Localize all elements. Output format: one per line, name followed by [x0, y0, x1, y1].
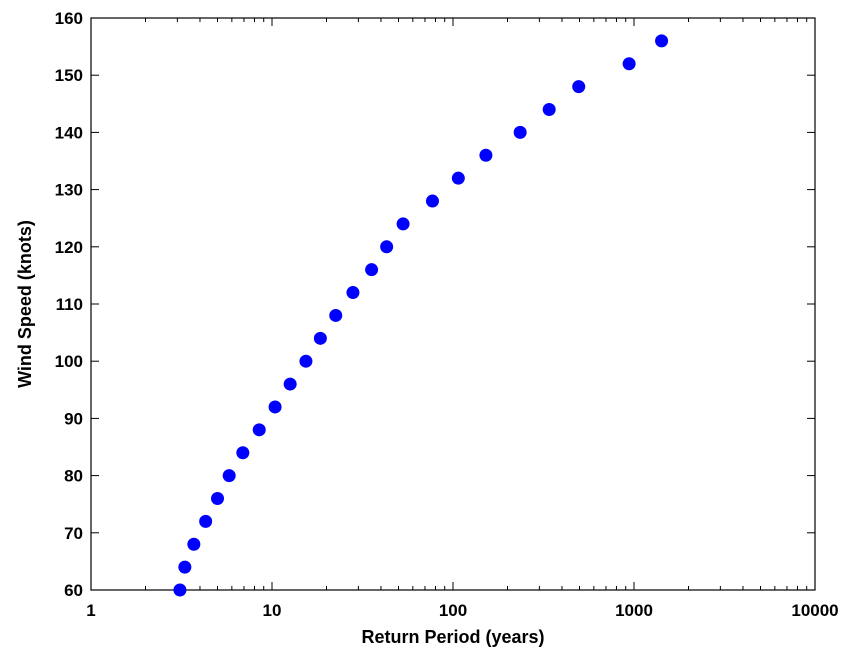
axis-ticks [90, 17, 815, 591]
x-tick-label: 1000 [615, 601, 653, 620]
data-point [396, 217, 410, 231]
y-tick-labels: 60 70 80 90 100 110 120 130 140 150 160 [55, 9, 83, 600]
data-point [425, 194, 439, 208]
data-point [236, 446, 250, 460]
data-point [268, 400, 282, 414]
x-tick-label: 10 [263, 601, 282, 620]
data-point [199, 514, 213, 528]
data-points [173, 34, 669, 597]
y-tick-label: 120 [55, 238, 83, 257]
data-point [513, 125, 527, 139]
x-tick-labels: 1 10 100 1000 10000 [86, 601, 838, 620]
data-point [346, 286, 360, 300]
data-point [211, 491, 225, 505]
data-point [655, 34, 669, 48]
data-point [451, 171, 465, 185]
data-point [365, 263, 379, 277]
y-tick-label: 70 [64, 524, 83, 543]
data-point [173, 583, 187, 597]
y-tick-label: 160 [55, 9, 83, 28]
data-point [622, 57, 636, 71]
data-point [252, 423, 266, 437]
data-point [380, 240, 394, 254]
y-tick-label: 140 [55, 123, 83, 142]
y-tick-label: 100 [55, 352, 83, 371]
data-point [479, 148, 493, 162]
y-tick-label: 60 [64, 581, 83, 600]
data-point [299, 354, 313, 368]
data-point [283, 377, 297, 391]
y-tick-label: 90 [64, 409, 83, 428]
y-axis-title: Wind Speed (knots) [15, 220, 35, 388]
x-axis-title: Return Period (years) [361, 627, 544, 647]
data-point [542, 103, 556, 117]
x-tick-label: 10000 [791, 601, 838, 620]
plot-area [90, 17, 816, 591]
y-tick-label: 150 [55, 66, 83, 85]
data-point [187, 537, 201, 551]
data-point [572, 80, 586, 94]
x-tick-label: 100 [439, 601, 467, 620]
y-tick-label: 110 [56, 295, 83, 314]
data-point [329, 308, 343, 322]
x-tick-label: 1 [86, 601, 95, 620]
data-point [313, 331, 327, 345]
y-tick-label: 80 [64, 467, 83, 486]
y-tick-label: 130 [55, 181, 83, 200]
data-point [222, 469, 236, 483]
data-point [178, 560, 192, 574]
